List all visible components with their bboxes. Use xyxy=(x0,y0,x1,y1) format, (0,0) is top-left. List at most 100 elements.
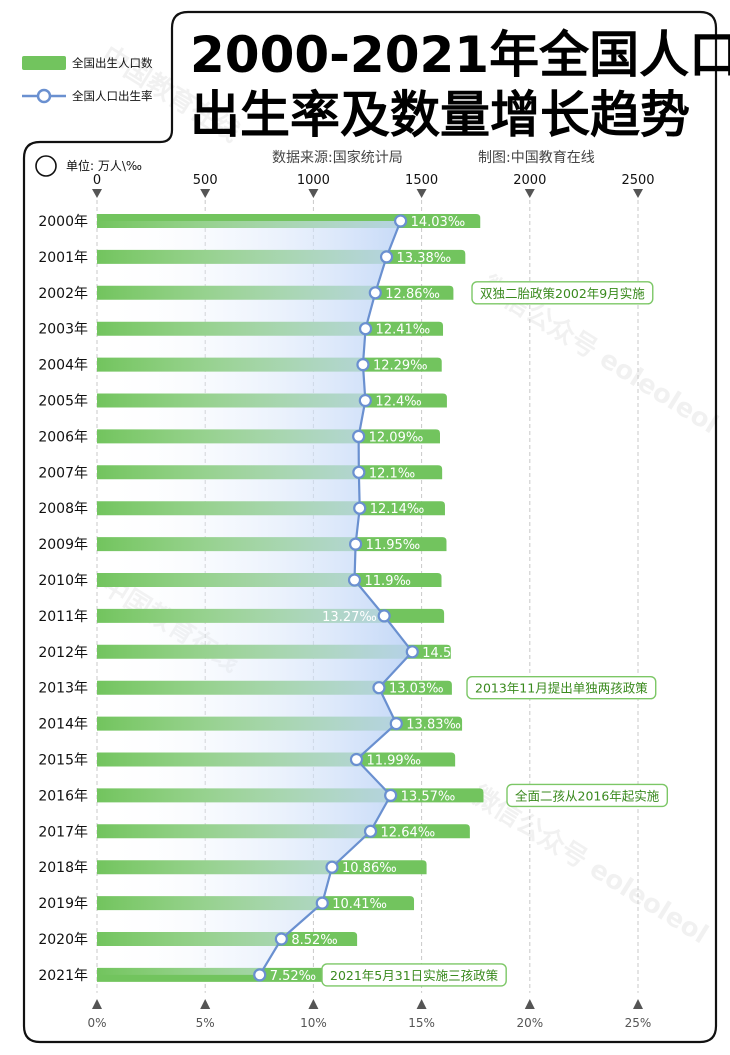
legend-bar-swatch xyxy=(22,56,66,70)
top-tick-marker xyxy=(200,189,211,198)
annotation-text: 双独二胎政策2002年9月实施 xyxy=(480,286,645,301)
bottom-tick-marker xyxy=(308,999,319,1009)
rate-marker xyxy=(405,645,419,659)
legend-line-marker xyxy=(36,88,52,104)
year-label: 2014年 xyxy=(38,717,88,733)
rate-marker xyxy=(356,358,370,372)
rate-marker xyxy=(347,573,362,587)
rate-line xyxy=(258,220,414,976)
rate-label: 11.99‰ xyxy=(366,754,421,769)
rate-marker xyxy=(352,429,366,443)
top-tick-label: 2500 xyxy=(621,173,654,188)
bottom-tick-marker xyxy=(416,999,427,1009)
top-tick-label: 0 xyxy=(93,173,101,188)
top-tick-label: 1500 xyxy=(405,173,438,188)
rate-marker xyxy=(348,537,363,551)
rate-label: 14.03‰ xyxy=(411,215,466,230)
rate-label: 10.41‰ xyxy=(332,897,387,912)
rate-label: 14.57‰ xyxy=(422,646,477,661)
annotation-box xyxy=(471,281,654,305)
bottom-tick-marker xyxy=(524,999,535,1009)
rate-marker xyxy=(349,752,364,767)
rate-marker xyxy=(384,788,398,803)
legend-line-label: 全国人口出生率 xyxy=(72,89,153,103)
rate-label: 11.9‰ xyxy=(365,574,411,589)
top-tick-label: 1000 xyxy=(297,173,330,188)
title-line2: 出生率及数量增长趋势 xyxy=(190,86,690,144)
year-label: 2011年 xyxy=(38,609,88,625)
annotation-box xyxy=(321,963,507,987)
rate-label: 12.14‰ xyxy=(370,502,425,517)
rate-marker xyxy=(253,968,267,982)
rate-marker xyxy=(325,860,339,874)
frame-outline xyxy=(22,10,718,1044)
bottom-tick-marker xyxy=(200,999,211,1009)
year-label: 2009年 xyxy=(38,537,88,553)
rate-label: 12.64‰ xyxy=(381,825,436,840)
rate-label: 13.38‰ xyxy=(397,251,452,266)
year-label: 2007年 xyxy=(38,465,88,481)
bottom-tick-marker xyxy=(92,999,102,1009)
year-label: 2000年 xyxy=(38,214,88,230)
year-label: 2021年 xyxy=(38,968,88,984)
rate-label: 13.57‰ xyxy=(401,789,456,804)
year-label: 2018年 xyxy=(38,860,88,876)
rate-marker xyxy=(379,250,394,264)
legend-bar-label: 全国出生人口数 xyxy=(72,56,153,70)
plot-area: 0 500 1000 1500 2000 2500 0% 5% 10% 15% 20% 25% 2000… xyxy=(38,173,669,1030)
rate-label: 13.27‰ xyxy=(322,610,377,625)
year-label: 2010年 xyxy=(38,573,88,589)
bottom-tick-label: 5% xyxy=(196,1016,215,1030)
year-label: 2003年 xyxy=(38,322,88,338)
year-label: 2019年 xyxy=(38,896,88,912)
year-label: 2002年 xyxy=(38,286,88,302)
year-label: 2008年 xyxy=(38,501,88,517)
bottom-tick-label: 0% xyxy=(87,1016,106,1030)
year-label: 2016年 xyxy=(38,788,88,804)
bottom-tick-marker xyxy=(633,999,643,1009)
bottom-tick-label: 15% xyxy=(408,1016,435,1030)
rate-label: 10.86‰ xyxy=(342,861,397,876)
year-label: 2020年 xyxy=(38,932,88,948)
title-line1: 2000-2021年全国人口 xyxy=(190,26,730,84)
rate-marker xyxy=(389,716,403,731)
unit-label: 单位: 万人\‰ xyxy=(66,158,142,173)
source-text: 数据来源:国家统计局 xyxy=(272,149,403,166)
bottom-tick-label: 10% xyxy=(300,1016,327,1030)
annotation-text: 2021年5月31日实施三孩政策 xyxy=(330,968,499,983)
rate-marker xyxy=(377,609,391,623)
rate-marker xyxy=(274,932,288,946)
year-label: 2013年 xyxy=(38,681,88,697)
annotation-text: 全面二孩从2016年起实施 xyxy=(515,788,660,803)
annotation-box xyxy=(506,783,669,808)
top-tick-marker xyxy=(92,189,102,198)
rate-marker xyxy=(358,322,373,336)
rate-marker xyxy=(315,896,329,910)
top-tick-marker xyxy=(524,189,535,198)
year-label: 2017年 xyxy=(38,824,88,840)
rate-label: 13.83‰ xyxy=(406,718,461,733)
maker-text: 制图:中国教育在线 xyxy=(478,150,595,166)
rate-marker xyxy=(372,681,386,695)
rate-label: 12.86‰ xyxy=(385,287,440,302)
top-tick-label: 2000 xyxy=(513,173,546,188)
rate-marker xyxy=(352,465,366,479)
top-tick-marker xyxy=(308,189,319,198)
rate-label: 11.95‰ xyxy=(366,538,421,553)
annotation-text: 2013年11月提出单独两孩政策 xyxy=(475,681,648,696)
rate-label: 7.52‰ xyxy=(270,969,316,984)
rate-marker xyxy=(353,501,367,515)
rate-label: 12.41‰ xyxy=(376,323,431,338)
rate-marker xyxy=(368,286,382,300)
rate-label: 12.4‰ xyxy=(375,395,421,410)
rate-marker xyxy=(363,824,378,838)
unit-icon xyxy=(35,155,57,177)
year-label: 2004年 xyxy=(38,358,88,374)
top-tick-marker xyxy=(416,189,427,198)
rate-label: 12.29‰ xyxy=(373,359,428,374)
rate-label: 8.52‰ xyxy=(291,933,337,948)
year-label: 2012年 xyxy=(38,645,88,661)
top-tick-marker xyxy=(633,189,643,198)
year-label: 2006年 xyxy=(38,429,88,445)
